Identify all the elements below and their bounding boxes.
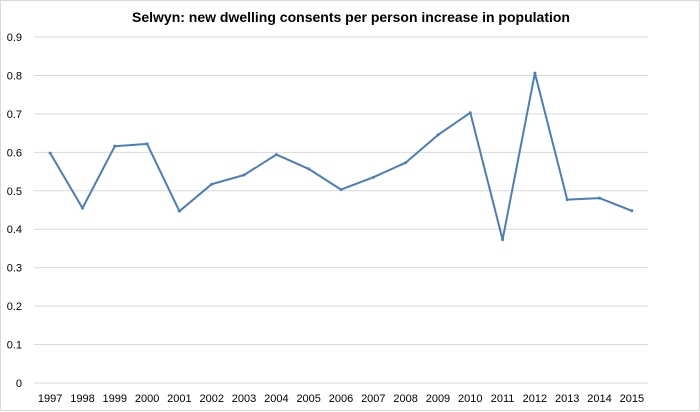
x-tick-label: 2003 <box>232 393 256 405</box>
x-tick-label: 1998 <box>70 393 94 405</box>
x-tick-label: 2008 <box>393 393 417 405</box>
x-tick-label: 2014 <box>587 393 611 405</box>
y-tick-label: 0.4 <box>7 224 22 236</box>
data-point <box>468 111 472 115</box>
x-tick-label: 2011 <box>491 393 515 405</box>
x-tick-label: 2000 <box>135 393 159 405</box>
x-tick-label: 2005 <box>296 393 320 405</box>
data-point <box>371 175 375 179</box>
data-point <box>113 144 117 148</box>
x-tick-label: 2013 <box>555 393 579 405</box>
x-tick-label: 2009 <box>426 393 450 405</box>
y-tick-label: 0.3 <box>7 263 22 275</box>
y-axis-ticks: 0 0.1 0.2 0.3 0.4 0.5 0.6 0.7 0.8 0.9 <box>7 32 22 390</box>
x-tick-label: 1997 <box>38 393 62 405</box>
x-tick-label: 1999 <box>103 393 127 405</box>
x-tick-label: 2004 <box>264 393 288 405</box>
y-tick-label: 0.7 <box>7 109 22 121</box>
gridlines <box>34 36 648 384</box>
data-point <box>436 133 440 137</box>
y-tick-label: 0.8 <box>7 70 22 82</box>
y-tick-label: 0.1 <box>7 340 22 352</box>
series-layer <box>48 71 634 242</box>
data-point <box>533 71 537 75</box>
data-point <box>501 238 505 242</box>
x-tick-label: 2001 <box>167 393 191 405</box>
x-tick-label: 2012 <box>523 393 547 405</box>
x-tick-label: 2015 <box>620 393 644 405</box>
y-tick-label: 0.2 <box>7 301 22 313</box>
series-line-selwyn <box>49 72 633 241</box>
data-point <box>210 182 214 186</box>
x-tick-label: 2007 <box>361 393 385 405</box>
x-tick-label: 2010 <box>458 393 482 405</box>
data-point <box>80 206 84 210</box>
x-axis-ticks: 1997 1998 1999 2000 2001 2002 2003 2004 2005 2006… <box>38 393 644 405</box>
data-point <box>242 173 246 177</box>
data-point <box>630 209 634 213</box>
y-tick-label: 0.6 <box>7 147 22 159</box>
data-point <box>177 209 181 213</box>
data-point <box>307 167 311 171</box>
data-point <box>339 188 343 192</box>
data-point <box>145 142 149 146</box>
data-point <box>565 198 569 202</box>
data-point <box>48 151 52 155</box>
x-tick-label: 2002 <box>199 393 223 405</box>
y-tick-label: 0.5 <box>7 186 22 198</box>
data-point <box>598 196 602 200</box>
chart-title: Selwyn: new dwelling consents per person… <box>132 9 570 25</box>
data-point <box>274 153 278 157</box>
y-tick-label: 0.9 <box>7 32 22 44</box>
x-tick-label: 2006 <box>329 393 353 405</box>
data-point <box>404 161 408 165</box>
y-tick-label: 0 <box>16 378 22 390</box>
